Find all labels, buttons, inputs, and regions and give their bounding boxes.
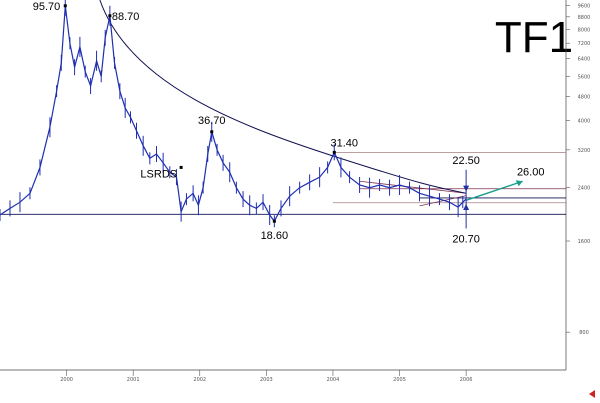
- annotation-marker-2: [210, 130, 214, 134]
- x-tick-label-1: 2001: [127, 377, 140, 383]
- price-line: [0, 5, 467, 223]
- y-tick-label-2: 8000: [578, 27, 591, 33]
- y-tick-label-3: 7200: [578, 41, 591, 47]
- x-tick-label-6: 2006: [460, 377, 473, 383]
- y-tick-label-4: 6400: [578, 57, 591, 63]
- price-annotations: 95.70 88.70 36.70 LSRDS 31.40 18.60 22.50 26.00…: [33, 1, 545, 246]
- projection-26-line: [465, 180, 523, 201]
- y-tick-label-11: 800: [579, 330, 589, 336]
- arrow-22-50-head: [463, 185, 470, 192]
- annotation-marker-5: [272, 219, 276, 223]
- annotation-label-1: 88.70: [112, 11, 140, 23]
- y-tick-label-5: 5600: [578, 74, 591, 80]
- axis-ticks: 2000 2001 2002 2003 2004 2005 2006 9600 8800 8000…: [60, 3, 590, 383]
- level-arrows: [463, 169, 470, 229]
- scroll-left-arrow-icon[interactable]: [589, 390, 595, 398]
- annotation-marker-3: [179, 165, 183, 169]
- annotation-label-7: 26.00: [517, 166, 545, 178]
- triangle-top-line: [359, 180, 467, 194]
- annotation-label-4: 31.40: [331, 137, 359, 149]
- projection-arrow-head: [515, 180, 523, 187]
- y-tick-label-8: 3200: [578, 148, 591, 154]
- x-tick-label-2: 2002: [193, 377, 206, 383]
- annotation-label-5: 18.60: [261, 230, 289, 242]
- annotation-label-3: LSRDS: [140, 168, 177, 180]
- trend-lines: [0, 0, 566, 215]
- y-tick-label-10: 1600: [578, 239, 591, 245]
- price-series: [0, 0, 467, 228]
- y-tick-label-9: 2400: [578, 186, 591, 192]
- y-tick-label-0: 9600: [578, 3, 591, 9]
- annotation-label-0: 95.70: [33, 1, 61, 13]
- x-tick-label-3: 2003: [260, 377, 273, 383]
- y-tick-label-1: 8800: [578, 15, 591, 21]
- annotation-label-2: 36.70: [198, 115, 226, 127]
- y-tick-label-6: 4800: [578, 95, 591, 101]
- x-tick-label-4: 2004: [327, 377, 340, 383]
- annotation-label-8: 20.70: [452, 233, 480, 245]
- y-tick-label-7: 4000: [578, 119, 591, 125]
- arrow-20-70-head: [463, 203, 470, 210]
- x-tick-label-5: 2005: [393, 377, 406, 383]
- chart-title: TF1: [495, 13, 573, 62]
- annotation-label-6: 22.50: [452, 155, 480, 167]
- annotation-marker-4: [332, 150, 336, 154]
- annotation-marker-0: [63, 4, 67, 8]
- annotation-marker-1: [108, 14, 112, 18]
- x-tick-label-0: 2000: [60, 377, 73, 383]
- descending-trend-curve: [99, 0, 467, 194]
